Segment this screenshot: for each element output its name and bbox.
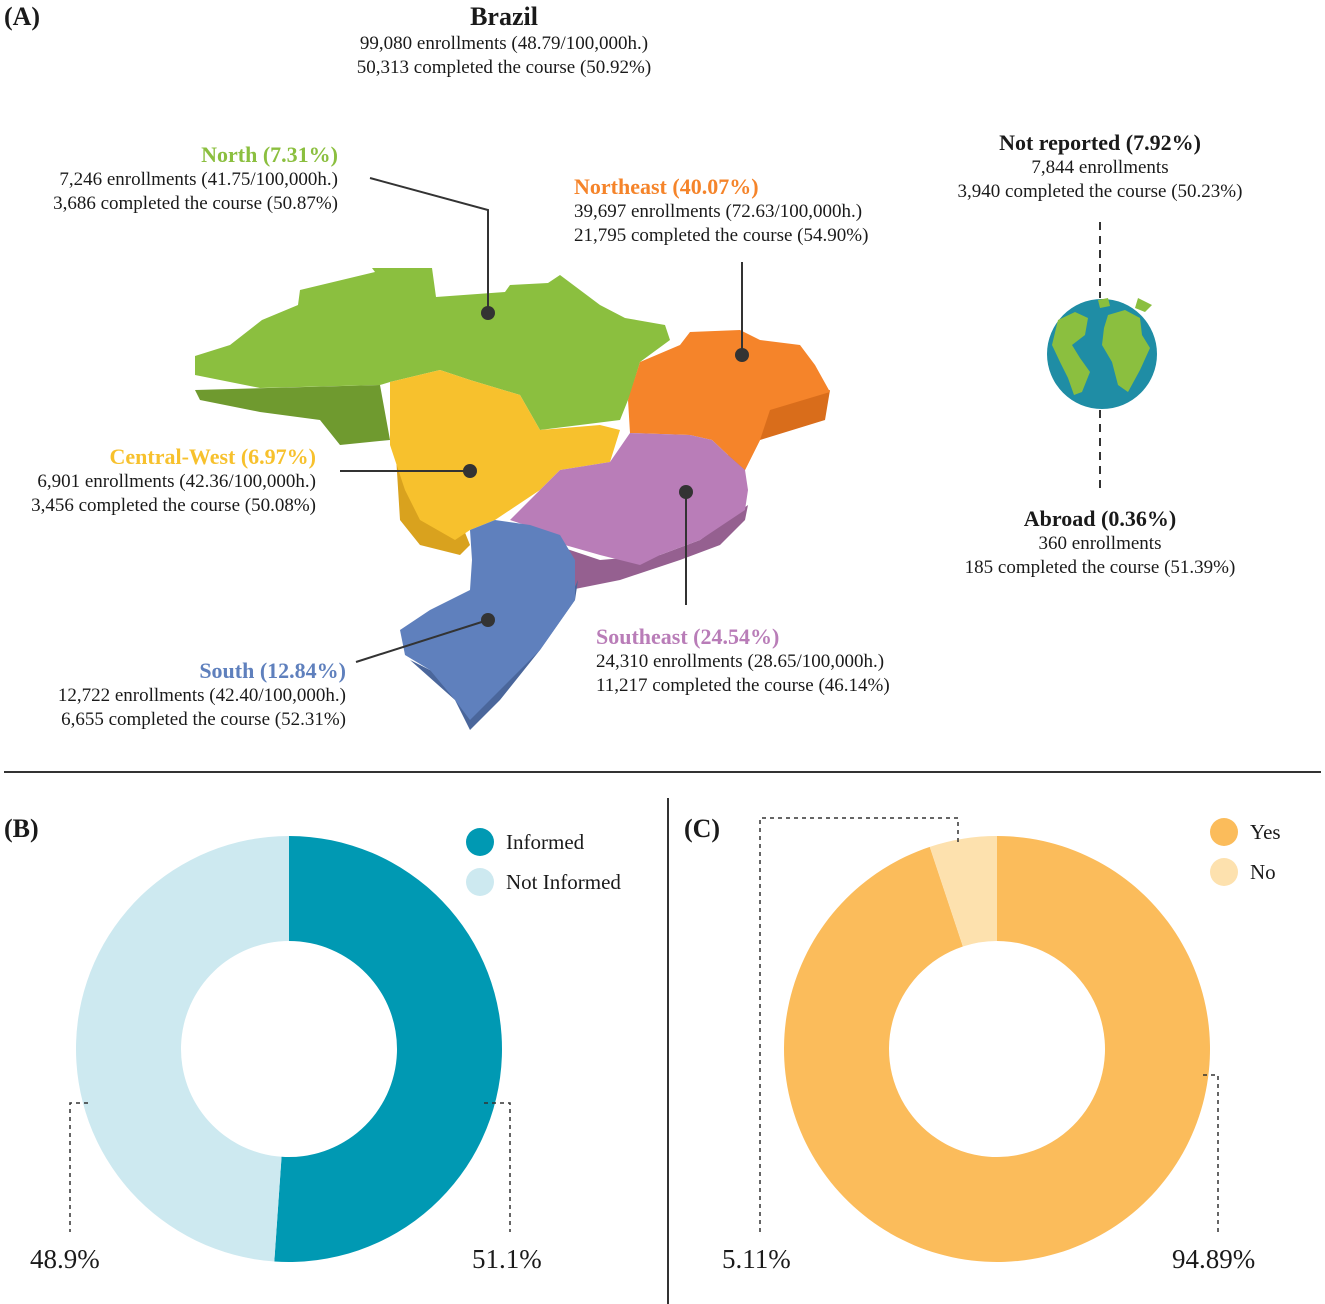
leader-c-no: [759, 817, 959, 1232]
donut-chart-c: [783, 836, 1210, 1263]
donut-slice-yes: [783, 836, 1210, 1263]
globe-continent-americas: [1052, 312, 1090, 395]
legend-c-yes-label: Yes: [1250, 819, 1281, 844]
dot-north: [481, 306, 495, 320]
not-reported-enrollments: 7,844 enrollments: [1031, 157, 1169, 178]
region-north: [195, 268, 670, 430]
legend-b-informed-label: Informed: [506, 829, 585, 854]
legend-b-informed: Informed: [466, 828, 584, 856]
north-title: North (7.31%): [201, 142, 338, 167]
not-reported-title: Not reported (7.92%): [999, 130, 1201, 155]
legend-b-notinformed: Not Informed: [466, 868, 621, 896]
globe-continent-islands: [1098, 298, 1152, 312]
leader-south: [355, 619, 489, 663]
leaders-b: [69, 1102, 511, 1232]
abroad-enrollments: 360 enrollments: [1038, 533, 1162, 554]
legend-b-notinformed-swatch: [466, 868, 494, 896]
north-enrollments: 7,246 enrollments (41.75/100,000h.): [59, 169, 338, 190]
leader-dots: [463, 306, 749, 627]
pct-b-informed: 51.1%: [472, 1244, 542, 1274]
southeast-completed: 11,217 completed the course (46.14%): [596, 675, 890, 696]
label-not-reported: Not reported (7.92%) 7,844 enrollments 3…: [930, 130, 1270, 204]
southeast-enrollments: 24,310 enrollments (28.65/100,000h.): [596, 651, 885, 672]
donut-slice-not-informed: [75, 836, 289, 1262]
centralwest-enrollments: 6,901 enrollments (42.36/100,000h.): [37, 471, 316, 492]
not-reported-completed: 3,940 completed the course (50.23%): [957, 181, 1243, 202]
label-south: South (12.84%) 12,722 enrollments (42.40…: [20, 658, 346, 732]
leader-north: [369, 177, 489, 313]
brazil-enrollments: 99,080 enrollments (48.79/100,000h.): [359, 33, 649, 54]
dot-south: [481, 613, 495, 627]
legend-b-notinformed-label: Not Informed: [506, 869, 621, 894]
leader-b-notinformed: [69, 1102, 88, 1232]
label-southeast: Southeast (24.54%) 24,310 enrollments (2…: [596, 624, 926, 698]
label-north: North (7.31%) 7,246 enrollments (41.75/1…: [20, 142, 338, 216]
abroad-title: Abroad (0.36%): [1023, 506, 1177, 531]
northeast-completed: 21,795 completed the course (54.90%): [574, 225, 869, 246]
pct-c-no: 5.11%: [722, 1244, 791, 1274]
leader-c-yes: [1203, 1074, 1219, 1232]
south-completed: 6,655 completed the course (52.31%): [61, 709, 346, 730]
label-abroad: Abroad (0.36%) 360 enrollments 185 compl…: [930, 506, 1270, 580]
leader-b-informed: [484, 1102, 511, 1232]
globe-icon: [1047, 222, 1157, 488]
legend-c-no: No: [1210, 858, 1276, 886]
dot-northeast: [735, 348, 749, 362]
southeast-title: Southeast (24.54%): [596, 624, 780, 649]
northeast-title: Northeast (40.07%): [574, 174, 759, 199]
centralwest-title: Central-West (6.97%): [109, 444, 316, 469]
brazil-summary: Brazil 99,080 enrollments (48.79/100,000…: [300, 2, 708, 80]
south-title: South (12.84%): [199, 658, 346, 683]
panel-label-a: (A): [4, 2, 41, 31]
brazil-title: Brazil: [470, 2, 538, 31]
brazil-completed: 50,313 completed the course (50.92%): [356, 57, 652, 78]
legend-c-yes-swatch: [1210, 818, 1238, 846]
region-southeast: [510, 433, 748, 565]
panel-label-c: (C): [684, 814, 721, 843]
label-centralwest: Central-West (6.97%) 6,901 enrollments (…: [0, 444, 316, 518]
legend-c-no-label: No: [1250, 859, 1276, 884]
south-enrollments: 12,722 enrollments (42.40/100,000h.): [57, 685, 346, 706]
donut-chart-b: [75, 836, 502, 1262]
region-northeast: [628, 330, 830, 470]
legend-b-informed-swatch: [466, 828, 494, 856]
leaders-c: [759, 817, 1219, 1232]
label-northeast: Northeast (40.07%) 39,697 enrollments (7…: [574, 174, 904, 248]
donut-slice-no: [929, 836, 997, 947]
region-north-shadow: [195, 385, 390, 445]
region-southeast-shadow: [540, 505, 748, 590]
dot-centralwest: [463, 464, 477, 478]
dot-southeast: [679, 485, 693, 499]
abroad-completed: 185 completed the course (51.39%): [964, 557, 1236, 578]
panel-label-b: (B): [4, 814, 39, 843]
globe-continent-africa: [1102, 310, 1150, 392]
centralwest-completed: 3,456 completed the course (50.08%): [31, 495, 316, 516]
donut-slice-informed: [274, 836, 502, 1262]
pct-c-yes: 94.89%: [1172, 1244, 1256, 1274]
northeast-enrollments: 39,697 enrollments (72.63/100,000h.): [574, 201, 863, 222]
pct-b-notinformed: 48.9%: [30, 1244, 100, 1274]
north-completed: 3,686 completed the course (50.87%): [53, 193, 338, 214]
legend-c-no-swatch: [1210, 858, 1238, 886]
leader-lines: [340, 177, 743, 663]
region-centralwest: [390, 370, 620, 540]
legend-c-yes: Yes: [1210, 818, 1281, 846]
